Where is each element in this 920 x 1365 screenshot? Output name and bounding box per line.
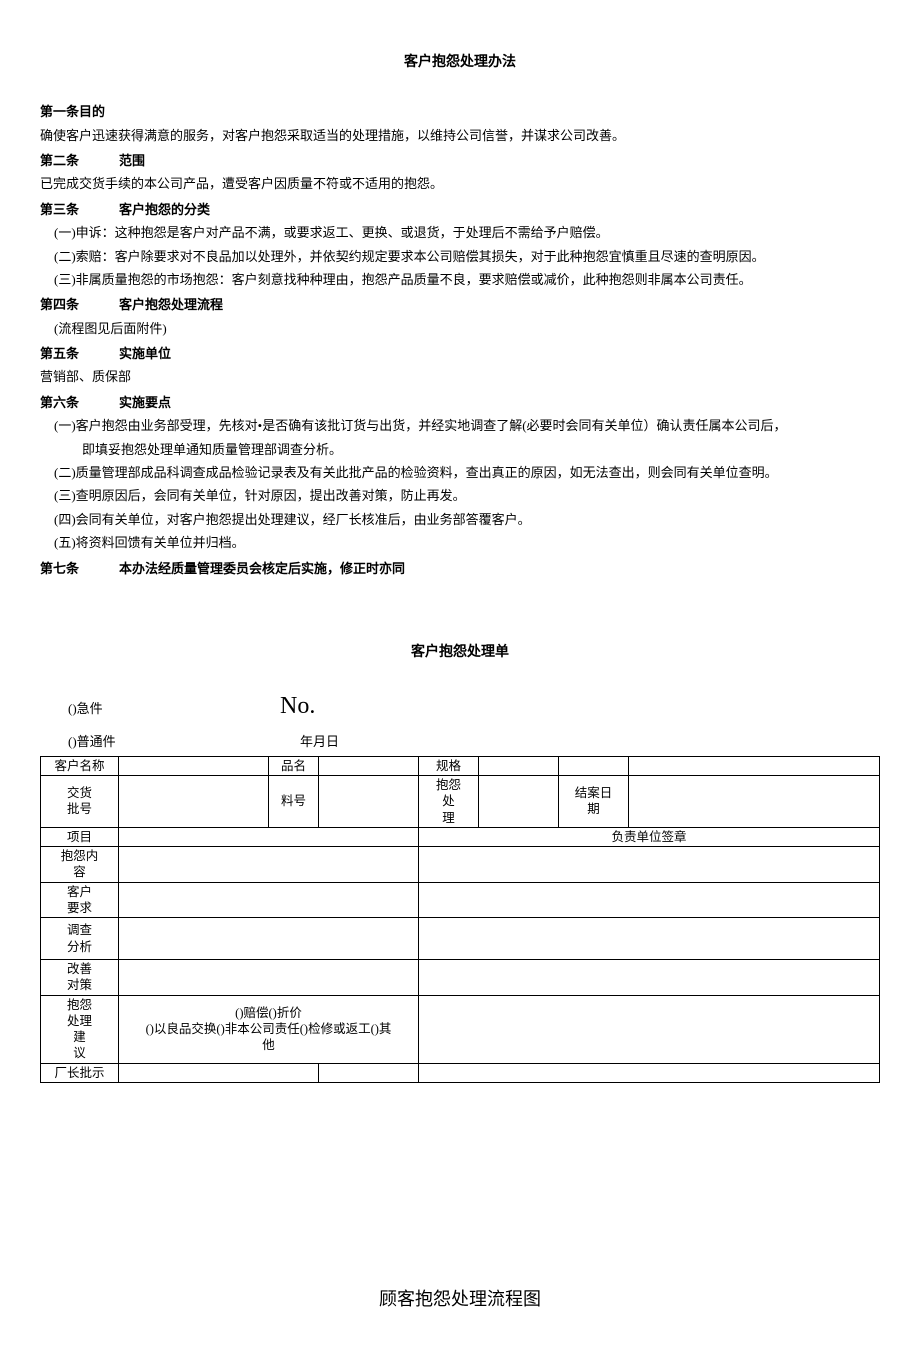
cell-complaint-handling-label: 抱怨处理 [419, 776, 479, 828]
cell-signature [419, 995, 880, 1063]
article-number: 第七条 [40, 561, 79, 576]
body-line: (五)将资料回馈有关单位并归档。 [40, 531, 880, 554]
cell-spec-label: 规格 [419, 756, 479, 775]
cell-customer-name-value [119, 756, 269, 775]
cell-complaint-handling-value [479, 776, 559, 828]
article-subtitle: 实施要点 [119, 395, 171, 410]
normal-label: ()普通件 [40, 730, 300, 753]
cell-close-date-label: 结案日期 [559, 776, 629, 828]
body-line: (三)非属质量抱怨的市场抱怨：客户刻意找种种理由，抱怨产品质量不良，要求赔偿或减… [40, 268, 880, 291]
cell-signature [419, 1063, 880, 1082]
form-title: 客户抱怨处理单 [40, 640, 880, 665]
table-row: 客户要求 [41, 882, 880, 918]
body-line: (四)会同有关单位，对客户抱怨提出处理建议，经厂长核准后，由业务部答覆客户。 [40, 508, 880, 531]
flowchart-title: 顾客抱怨处理流程图 [40, 1283, 880, 1315]
table-row: 厂长批示 [41, 1063, 880, 1082]
body-line: 确使客户迅速获得满意的服务，对客户抱怨采取适当的处理措施，以维持公司信誉，并谋求… [40, 124, 880, 147]
cell-director-approval-label: 厂长批示 [41, 1063, 119, 1082]
document-title: 客户抱怨处理办法 [40, 50, 880, 75]
article-subtitle: 客户抱怨处理流程 [119, 297, 223, 312]
cell-complaint-content-label: 抱怨内容 [41, 847, 119, 883]
table-row: 交货批号 料号 抱怨处理 结案日期 [41, 776, 880, 828]
cell-close-date-value [629, 776, 880, 828]
form-number-label: No. [280, 685, 315, 728]
body-line: (流程图见后面附件) [40, 317, 880, 340]
cell-material-no-value [319, 776, 419, 828]
article-heading: 第七条 本办法经质量管理委员会核定后实施，修正时亦同 [40, 557, 880, 580]
cell-signature [419, 847, 880, 883]
complaint-form-table: 客户名称 品名 规格 交货批号 料号 抱怨处理 结案日期 项目 负责单位签章 抱… [40, 756, 880, 1083]
article-number: 第三条 [40, 202, 79, 217]
table-row: 抱怨处理建议 ()赔偿()折价()以良品交换()非本公司责任()检修或返工()其… [41, 995, 880, 1063]
table-row: 调查分析 [41, 918, 880, 960]
body-line: (一)申诉：这种抱怨是客户对产品不满，或要求返工、更换、或退货，于处理后不需给予… [40, 221, 880, 244]
cell-item-content [119, 827, 419, 846]
cell-item-label: 项目 [41, 827, 119, 846]
cell-product-name-label: 品名 [269, 756, 319, 775]
body-line: (二)质量管理部成品科调查成品检验记录表及有关此批产品的检验资料，查出真正的原因… [40, 461, 880, 484]
article-heading: 第五条 实施单位 [40, 342, 880, 365]
articles-container: 第一条目的确使客户迅速获得满意的服务，对客户抱怨采取适当的处理措施，以维持公司信… [40, 100, 880, 580]
body-line: (二)索赔：客户除要求对不良品加以处理外，并依契约规定要求本公司赔偿其损失，对于… [40, 245, 880, 268]
cell-delivery-batch-label: 交货批号 [41, 776, 119, 828]
cell-suggestion-label: 抱怨处理建议 [41, 995, 119, 1063]
cell-product-name-value [319, 756, 419, 775]
article-heading: 第六条 实施要点 [40, 391, 880, 414]
cell-empty [319, 1063, 419, 1082]
cell-improvement-value [119, 960, 419, 996]
body-line: (一)客户抱怨由业务部受理，先核对•是否确有该批订货与出货，并经实地调查了解(必… [40, 414, 880, 437]
cell-empty [559, 756, 629, 775]
urgent-label: ()急件 [40, 697, 280, 720]
body-line: 已完成交货手续的本公司产品，遭受客户因质量不符或不适用的抱怨。 [40, 172, 880, 195]
cell-investigation-label: 调查分析 [41, 918, 119, 960]
article-subtitle: 客户抱怨的分类 [119, 202, 210, 217]
body-line: 即填妥抱怨处理单通知质量管理部调查分析。 [40, 438, 880, 461]
cell-director-approval-value [119, 1063, 319, 1082]
cell-customer-name-label: 客户名称 [41, 756, 119, 775]
cell-customer-request-value [119, 882, 419, 918]
cell-complaint-content-value [119, 847, 419, 883]
table-row: 客户名称 品名 规格 [41, 756, 880, 775]
cell-spec-value [479, 756, 559, 775]
table-row: 改善对策 [41, 960, 880, 996]
article-heading: 第四条 客户抱怨处理流程 [40, 293, 880, 316]
cell-empty [629, 756, 880, 775]
cell-signature [419, 882, 880, 918]
form-subheader: ()普通件 年月日 [40, 730, 880, 753]
cell-customer-request-label: 客户要求 [41, 882, 119, 918]
article-subtitle: 实施单位 [119, 346, 171, 361]
article-heading: 第二条 范围 [40, 149, 880, 172]
cell-suggestion-value: ()赔偿()折价()以良品交换()非本公司责任()检修或返工()其他 [119, 995, 419, 1063]
article-subtitle: 本办法经质量管理委员会核定后实施，修正时亦同 [119, 561, 405, 576]
cell-investigation-value [119, 918, 419, 960]
table-row: 抱怨内容 [41, 847, 880, 883]
cell-signature [419, 918, 880, 960]
date-label: 年月日 [300, 730, 339, 753]
article-number: 第六条 [40, 395, 79, 410]
cell-signature [419, 960, 880, 996]
cell-material-no-label: 料号 [269, 776, 319, 828]
article-subtitle: 范围 [119, 153, 145, 168]
table-row: 项目 负责单位签章 [41, 827, 880, 846]
body-line: 营销部、质保部 [40, 365, 880, 388]
article-number: 第四条 [40, 297, 79, 312]
article-number: 第二条 [40, 153, 79, 168]
article-heading: 第三条 客户抱怨的分类 [40, 198, 880, 221]
cell-improvement-label: 改善对策 [41, 960, 119, 996]
body-line: (三)查明原因后，会同有关单位，针对原因，提出改善对策，防止再发。 [40, 484, 880, 507]
article-heading: 第一条目的 [40, 100, 880, 123]
cell-delivery-batch-value [119, 776, 269, 828]
cell-responsible-unit-label: 负责单位签章 [419, 827, 880, 846]
form-header: ()急件 No. [40, 685, 880, 728]
article-number: 第五条 [40, 346, 79, 361]
